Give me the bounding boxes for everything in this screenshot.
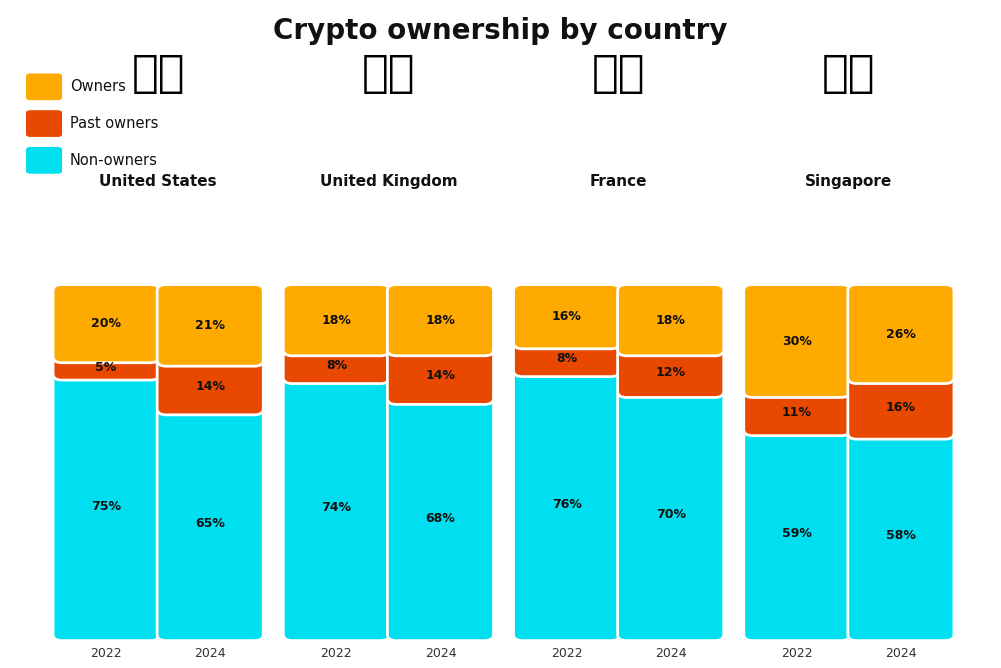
FancyBboxPatch shape — [848, 285, 954, 383]
Text: 75%: 75% — [91, 500, 121, 512]
Text: 70%: 70% — [656, 508, 686, 521]
Text: 68%: 68% — [425, 512, 455, 524]
Text: 26%: 26% — [886, 327, 916, 341]
FancyBboxPatch shape — [157, 357, 263, 415]
FancyBboxPatch shape — [387, 395, 493, 641]
Text: 8%: 8% — [325, 359, 347, 372]
Text: 2024: 2024 — [424, 647, 456, 659]
FancyBboxPatch shape — [53, 371, 159, 641]
Text: Non-owners: Non-owners — [70, 153, 158, 168]
FancyBboxPatch shape — [53, 285, 159, 363]
FancyBboxPatch shape — [387, 285, 493, 356]
Text: 18%: 18% — [656, 314, 686, 327]
Text: 🇫🇷: 🇫🇷 — [592, 52, 646, 95]
Text: Singapore: Singapore — [805, 174, 893, 188]
Text: 58%: 58% — [886, 529, 916, 542]
FancyBboxPatch shape — [26, 110, 62, 137]
FancyBboxPatch shape — [744, 285, 850, 397]
Text: 14%: 14% — [425, 369, 455, 382]
FancyBboxPatch shape — [514, 368, 620, 641]
FancyBboxPatch shape — [26, 73, 62, 100]
FancyBboxPatch shape — [283, 347, 389, 383]
Text: France: France — [590, 174, 648, 188]
Text: 🇸🇬: 🇸🇬 — [822, 52, 876, 95]
Text: 2022: 2022 — [320, 647, 352, 659]
FancyBboxPatch shape — [744, 427, 850, 641]
FancyBboxPatch shape — [26, 147, 62, 174]
Text: United Kingdom: United Kingdom — [319, 174, 457, 188]
Text: 30%: 30% — [782, 335, 812, 347]
Text: 76%: 76% — [552, 498, 582, 511]
Text: 2024: 2024 — [655, 647, 687, 659]
FancyBboxPatch shape — [848, 430, 954, 641]
FancyBboxPatch shape — [848, 375, 954, 439]
Text: 2022: 2022 — [551, 647, 583, 659]
FancyBboxPatch shape — [387, 347, 493, 404]
Text: 🇬🇧: 🇬🇧 — [361, 52, 415, 95]
Text: 8%: 8% — [556, 352, 578, 365]
FancyBboxPatch shape — [157, 406, 263, 641]
Text: 2022: 2022 — [781, 647, 813, 659]
Text: 14%: 14% — [195, 379, 225, 393]
Text: 5%: 5% — [95, 361, 117, 373]
Text: 2024: 2024 — [885, 647, 917, 659]
Text: 21%: 21% — [195, 319, 225, 332]
Text: 11%: 11% — [782, 405, 812, 419]
FancyBboxPatch shape — [283, 375, 389, 641]
FancyBboxPatch shape — [53, 354, 159, 380]
Text: 2024: 2024 — [194, 647, 226, 659]
Text: 20%: 20% — [91, 317, 121, 330]
FancyBboxPatch shape — [283, 285, 389, 356]
Text: 18%: 18% — [425, 314, 455, 327]
Text: 16%: 16% — [886, 401, 916, 413]
Text: 18%: 18% — [321, 314, 351, 327]
Text: 12%: 12% — [656, 366, 686, 379]
FancyBboxPatch shape — [618, 389, 724, 641]
Text: Owners: Owners — [70, 79, 126, 94]
Text: 16%: 16% — [552, 310, 582, 323]
Text: United States: United States — [99, 174, 217, 188]
Text: 74%: 74% — [321, 501, 351, 514]
FancyBboxPatch shape — [514, 285, 620, 349]
FancyBboxPatch shape — [618, 347, 724, 397]
Text: 59%: 59% — [782, 527, 812, 540]
Text: 65%: 65% — [195, 517, 225, 530]
Text: Past owners: Past owners — [70, 116, 158, 131]
FancyBboxPatch shape — [744, 389, 850, 436]
FancyBboxPatch shape — [157, 285, 263, 366]
FancyBboxPatch shape — [618, 285, 724, 356]
Text: Crypto ownership by country: Crypto ownership by country — [273, 17, 728, 45]
Text: 🇺🇸: 🇺🇸 — [131, 52, 185, 95]
FancyBboxPatch shape — [514, 340, 620, 377]
Text: 2022: 2022 — [90, 647, 122, 659]
